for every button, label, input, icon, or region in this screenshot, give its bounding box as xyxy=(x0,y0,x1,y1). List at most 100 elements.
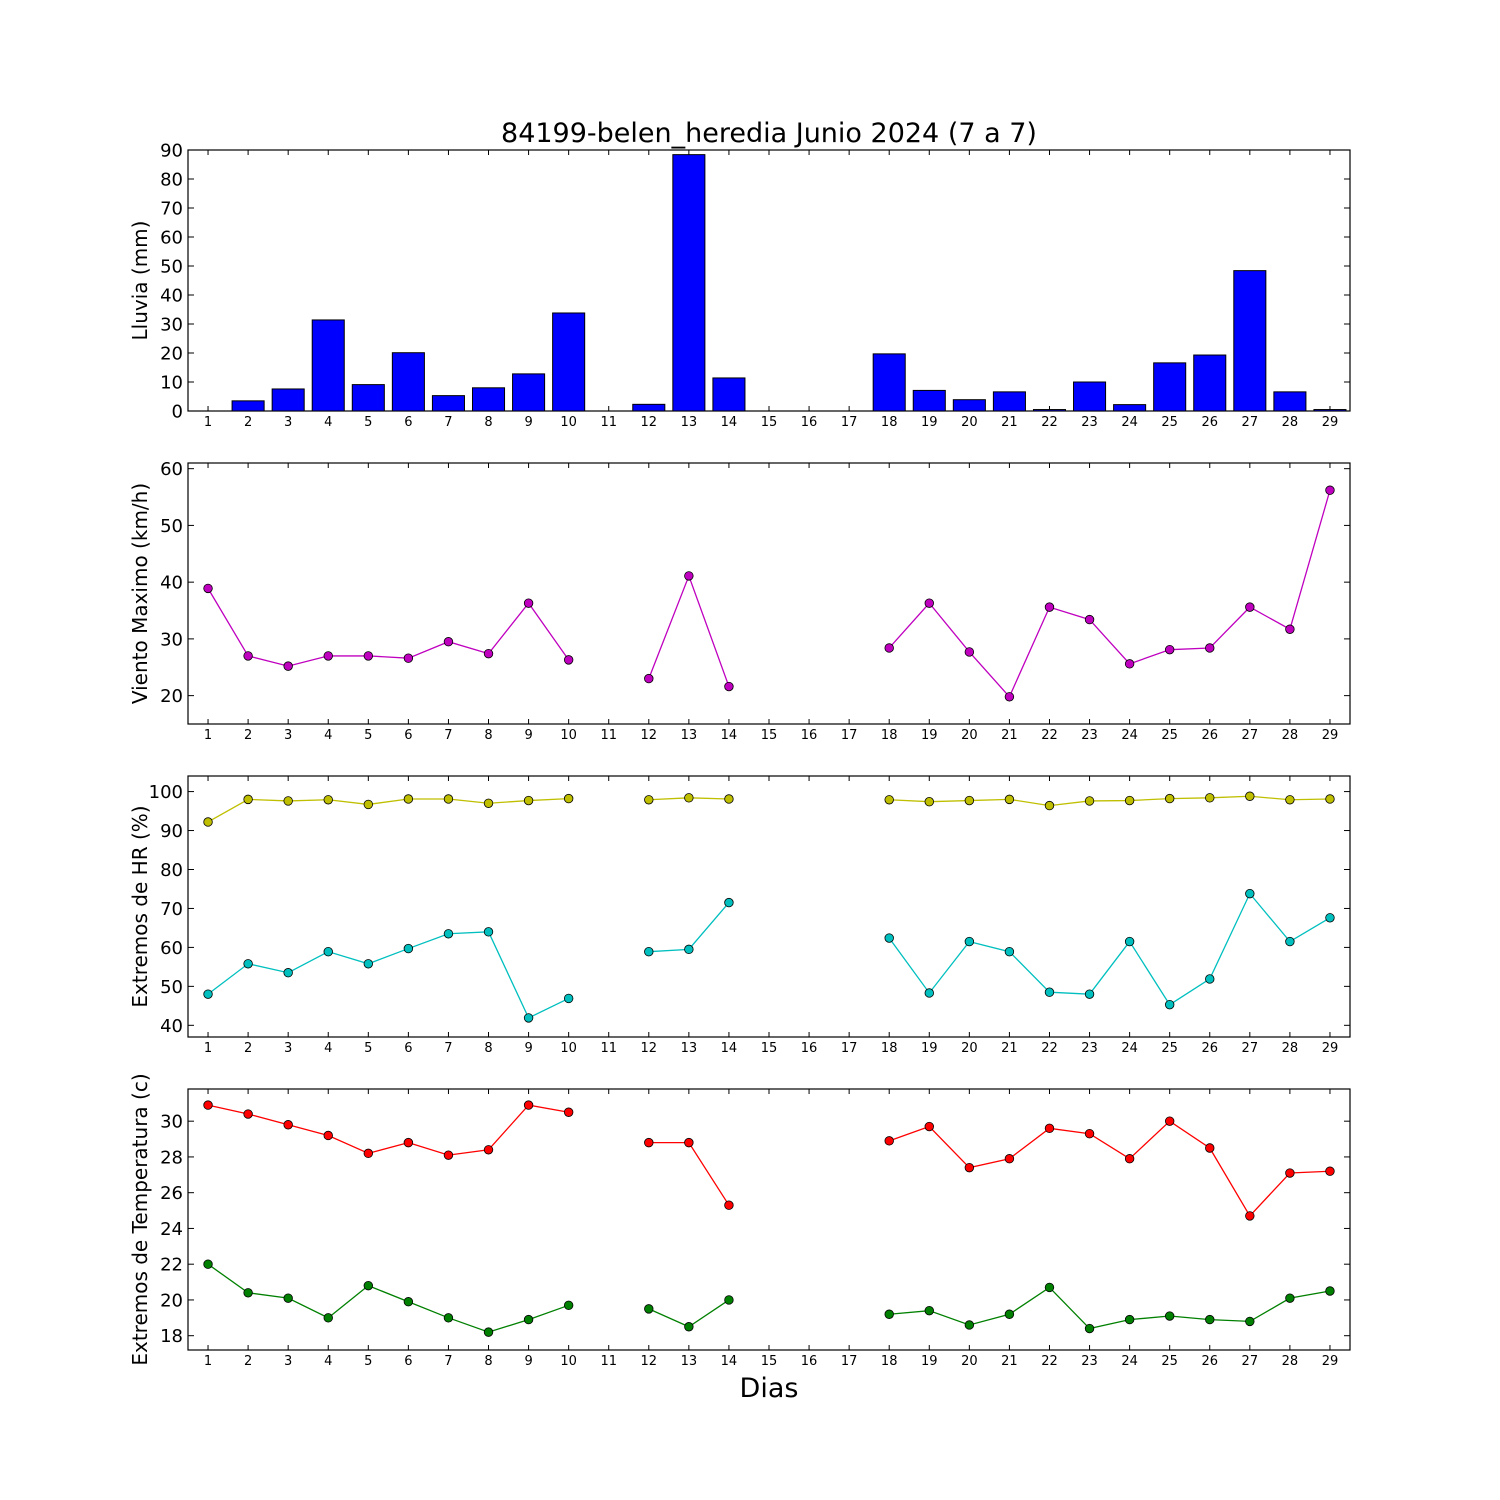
rain-bar xyxy=(391,352,425,412)
data-point xyxy=(1285,1293,1295,1303)
rain-bar xyxy=(872,353,906,412)
data-point xyxy=(1084,796,1095,806)
x-tick-label: 5 xyxy=(364,1354,372,1369)
x-tick-label: 4 xyxy=(324,415,332,430)
y-axis-label: Extremos de HR (%) xyxy=(128,805,152,1007)
rain-bar xyxy=(1313,409,1347,412)
data-point xyxy=(483,927,494,937)
data-point xyxy=(563,993,574,1004)
data-point xyxy=(523,1100,534,1110)
y-tick-label: 40 xyxy=(160,573,183,594)
x-tick-label: 8 xyxy=(484,728,492,743)
data-point xyxy=(884,1309,894,1319)
y-tick-label: 22 xyxy=(160,1255,183,1276)
x-tick-label: 28 xyxy=(1282,1041,1299,1056)
rain-bar xyxy=(431,395,465,412)
x-tick-label: 17 xyxy=(841,415,858,430)
x-tick-label: 28 xyxy=(1282,728,1299,743)
data-point xyxy=(283,1120,293,1130)
figure-title: 84199-belen_heredia Junio 2024 (7 a 7) xyxy=(501,118,1037,149)
data-point xyxy=(724,1295,734,1305)
data-point xyxy=(1245,791,1255,801)
data-point xyxy=(283,1293,293,1303)
y-tick-label: 26 xyxy=(160,1183,183,1204)
x-tick-label: 21 xyxy=(1001,728,1018,743)
data-point xyxy=(1285,624,1295,634)
data-point xyxy=(1124,936,1135,947)
x-tick-label: 2 xyxy=(244,415,252,430)
x-tick-label: 9 xyxy=(524,1354,532,1369)
x-tick-label: 20 xyxy=(961,1354,978,1369)
series-line xyxy=(207,1104,569,1156)
x-tick-label: 23 xyxy=(1081,1354,1098,1369)
data-point xyxy=(203,583,213,594)
data-point xyxy=(523,1314,534,1325)
data-point xyxy=(1325,794,1335,804)
series-line xyxy=(648,574,730,687)
y-tick-label: 20 xyxy=(160,686,183,707)
x-tick-label: 24 xyxy=(1121,1041,1138,1056)
y-tick-label: 70 xyxy=(160,199,183,220)
x-tick-label: 1 xyxy=(204,415,212,430)
x-tick-label: 24 xyxy=(1121,1354,1138,1369)
data-point xyxy=(924,1305,934,1316)
x-tick-label: 29 xyxy=(1322,1354,1339,1369)
data-point xyxy=(1044,602,1055,612)
x-tick-label: 20 xyxy=(961,415,978,430)
data-point xyxy=(483,798,494,808)
data-point xyxy=(1205,1143,1215,1153)
y-tick-label: 24 xyxy=(160,1219,183,1240)
rain-bar xyxy=(992,391,1026,412)
x-tick-label: 26 xyxy=(1201,728,1218,743)
x-tick-label: 17 xyxy=(841,1354,858,1369)
x-tick-label: 9 xyxy=(524,728,532,743)
data-point xyxy=(443,794,454,804)
rain-bar xyxy=(271,388,305,412)
data-point xyxy=(563,1300,574,1311)
data-point xyxy=(1205,793,1215,803)
data-point xyxy=(1245,1211,1255,1221)
data-point xyxy=(403,943,414,954)
y-tick-label: 90 xyxy=(160,141,183,162)
x-tick-label: 27 xyxy=(1242,415,1259,430)
data-point xyxy=(1285,936,1295,947)
x-tick-label: 23 xyxy=(1081,1041,1098,1056)
data-point xyxy=(1084,989,1095,999)
rain-bar xyxy=(1153,362,1187,412)
data-point xyxy=(724,794,734,804)
rain-bar xyxy=(1193,354,1227,412)
series-2 xyxy=(203,888,1335,1023)
x-tick-label: 21 xyxy=(1001,1354,1018,1369)
x-tick-label: 28 xyxy=(1282,1354,1299,1369)
x-tick-label: 3 xyxy=(284,1041,292,1056)
x-tick-label: 23 xyxy=(1081,728,1098,743)
data-point xyxy=(1084,614,1095,625)
data-point xyxy=(1164,999,1175,1010)
x-tick-label: 19 xyxy=(921,415,938,430)
x-tick-label: 10 xyxy=(560,1354,577,1369)
data-point xyxy=(684,1322,694,1332)
y-tick-label: 18 xyxy=(160,1326,183,1347)
rain-bar xyxy=(632,403,666,412)
y-tick-label: 28 xyxy=(160,1147,183,1168)
x-tick-label: 21 xyxy=(1001,415,1018,430)
data-point xyxy=(924,988,934,998)
y-tick-label: 50 xyxy=(160,257,183,278)
x-tick-label: 23 xyxy=(1081,415,1098,430)
data-point xyxy=(523,795,534,806)
data-point xyxy=(1205,974,1215,984)
rain-bar xyxy=(912,389,946,412)
x-tick-label: 13 xyxy=(681,1354,698,1369)
data-point xyxy=(1285,795,1295,805)
data-point xyxy=(684,944,694,955)
series-line xyxy=(888,1120,1330,1218)
y-tick-label: 90 xyxy=(160,821,183,842)
x-tick-label: 28 xyxy=(1282,415,1299,430)
x-tick-label: 12 xyxy=(641,1354,658,1369)
x-tick-label: 10 xyxy=(560,728,577,743)
x-tick-label: 16 xyxy=(801,415,818,430)
series-line xyxy=(889,795,1330,807)
x-tick-label: 19 xyxy=(921,1354,938,1369)
